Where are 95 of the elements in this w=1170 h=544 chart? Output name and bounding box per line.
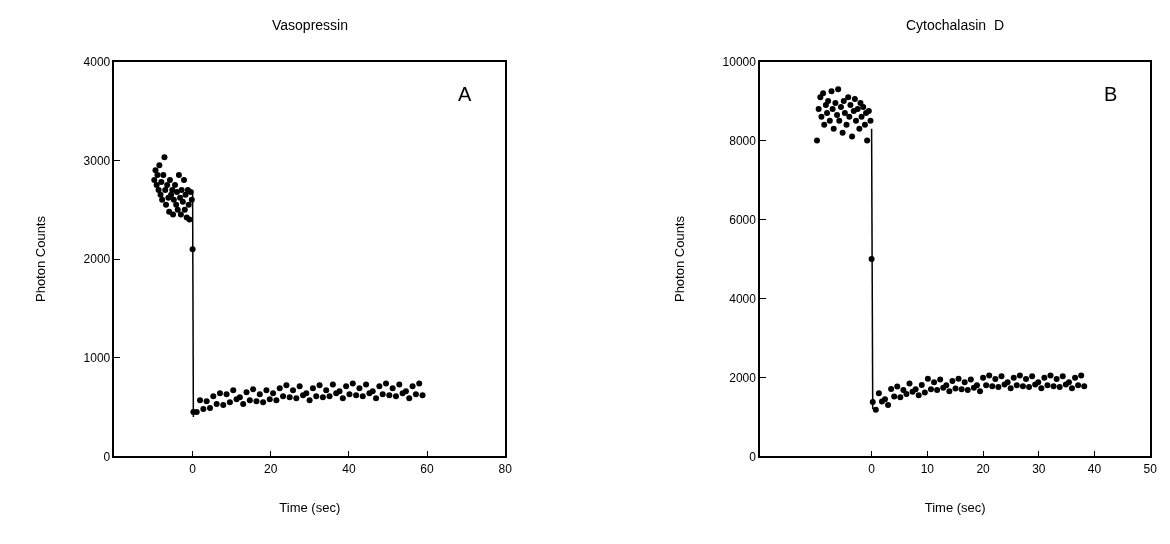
x-tick-label: 40	[1087, 461, 1102, 476]
point	[173, 201, 180, 208]
point	[854, 105, 861, 112]
point	[155, 186, 162, 193]
point	[835, 86, 842, 93]
point	[173, 188, 180, 195]
point	[169, 186, 176, 193]
x-tick-label: 20	[976, 461, 991, 476]
point	[158, 179, 165, 186]
point	[179, 198, 186, 205]
point	[157, 191, 164, 198]
point	[178, 186, 185, 193]
y-tick-label: 0	[103, 449, 111, 464]
y-axis-title: Photon Counts	[33, 215, 49, 303]
point	[841, 109, 848, 116]
x-tick-label: 40	[342, 461, 356, 476]
point	[172, 181, 178, 188]
y-tick-label: 0	[749, 449, 757, 464]
point	[846, 113, 853, 120]
x-tick-label: 0	[189, 461, 197, 476]
point	[849, 133, 856, 140]
point	[151, 177, 158, 184]
x-tick-label: 80	[498, 461, 513, 476]
x-tick-label: 0	[868, 461, 876, 476]
point	[162, 186, 169, 193]
point	[858, 113, 865, 120]
point	[867, 117, 874, 124]
y-tick-label: 6000	[729, 212, 757, 227]
annotation: A	[458, 83, 472, 105]
point	[159, 196, 166, 203]
point	[824, 109, 831, 116]
chart-title: Vasopressin	[272, 17, 349, 33]
x-tick-label: 10	[920, 461, 935, 476]
chart-title: Cytochalasin D	[906, 17, 1005, 33]
point	[843, 121, 850, 128]
point	[182, 191, 189, 198]
point	[153, 181, 160, 188]
point	[813, 137, 820, 144]
point	[156, 162, 163, 169]
point	[828, 88, 835, 95]
point	[185, 201, 192, 208]
point	[818, 113, 825, 120]
point	[856, 125, 863, 132]
point	[853, 117, 859, 124]
x-tick-label: 50	[1143, 461, 1158, 476]
point	[834, 111, 841, 118]
point	[161, 154, 168, 161]
point	[840, 98, 847, 105]
point	[174, 206, 181, 213]
point	[166, 208, 173, 215]
point	[154, 172, 161, 179]
point	[170, 211, 177, 218]
point	[847, 102, 854, 109]
point	[152, 167, 159, 174]
point	[845, 94, 852, 101]
x-tick-label: 60	[420, 461, 435, 476]
point	[177, 211, 184, 218]
point	[829, 105, 836, 112]
point	[160, 172, 167, 179]
point	[820, 90, 827, 97]
point	[861, 121, 868, 128]
point	[181, 206, 188, 213]
y-tick-label: 3000	[83, 153, 111, 168]
point	[836, 117, 843, 124]
point	[166, 177, 173, 184]
point	[825, 98, 832, 105]
x-tick-label: 20	[264, 461, 278, 476]
y-tick-label: 2000	[83, 252, 111, 267]
point	[181, 177, 187, 184]
point	[821, 121, 828, 128]
y-tick-label: 8000	[729, 133, 757, 148]
point	[826, 117, 833, 124]
point	[164, 181, 171, 188]
point	[163, 201, 170, 208]
point	[837, 104, 844, 110]
point	[832, 100, 839, 107]
point	[830, 125, 837, 132]
point	[815, 105, 822, 112]
y-tick-label: 10000	[722, 54, 757, 69]
y-axis-title: Photon Counts	[672, 215, 688, 303]
point	[839, 129, 846, 136]
point	[177, 194, 184, 201]
point	[860, 104, 867, 110]
y-tick-label: 1000	[83, 350, 111, 365]
point	[851, 96, 858, 103]
x-axis-title: Time (sec)	[924, 499, 986, 515]
point	[175, 172, 182, 179]
y-tick-label: 4000	[729, 291, 757, 306]
y-tick-label: 2000	[729, 370, 757, 385]
point	[864, 137, 871, 144]
point	[170, 196, 177, 203]
x-tick-label: 30	[1032, 461, 1046, 476]
x-axis-title: Time (sec)	[279, 499, 341, 515]
annotation: B	[1104, 83, 1118, 105]
y-tick-label: 4000	[83, 54, 111, 69]
